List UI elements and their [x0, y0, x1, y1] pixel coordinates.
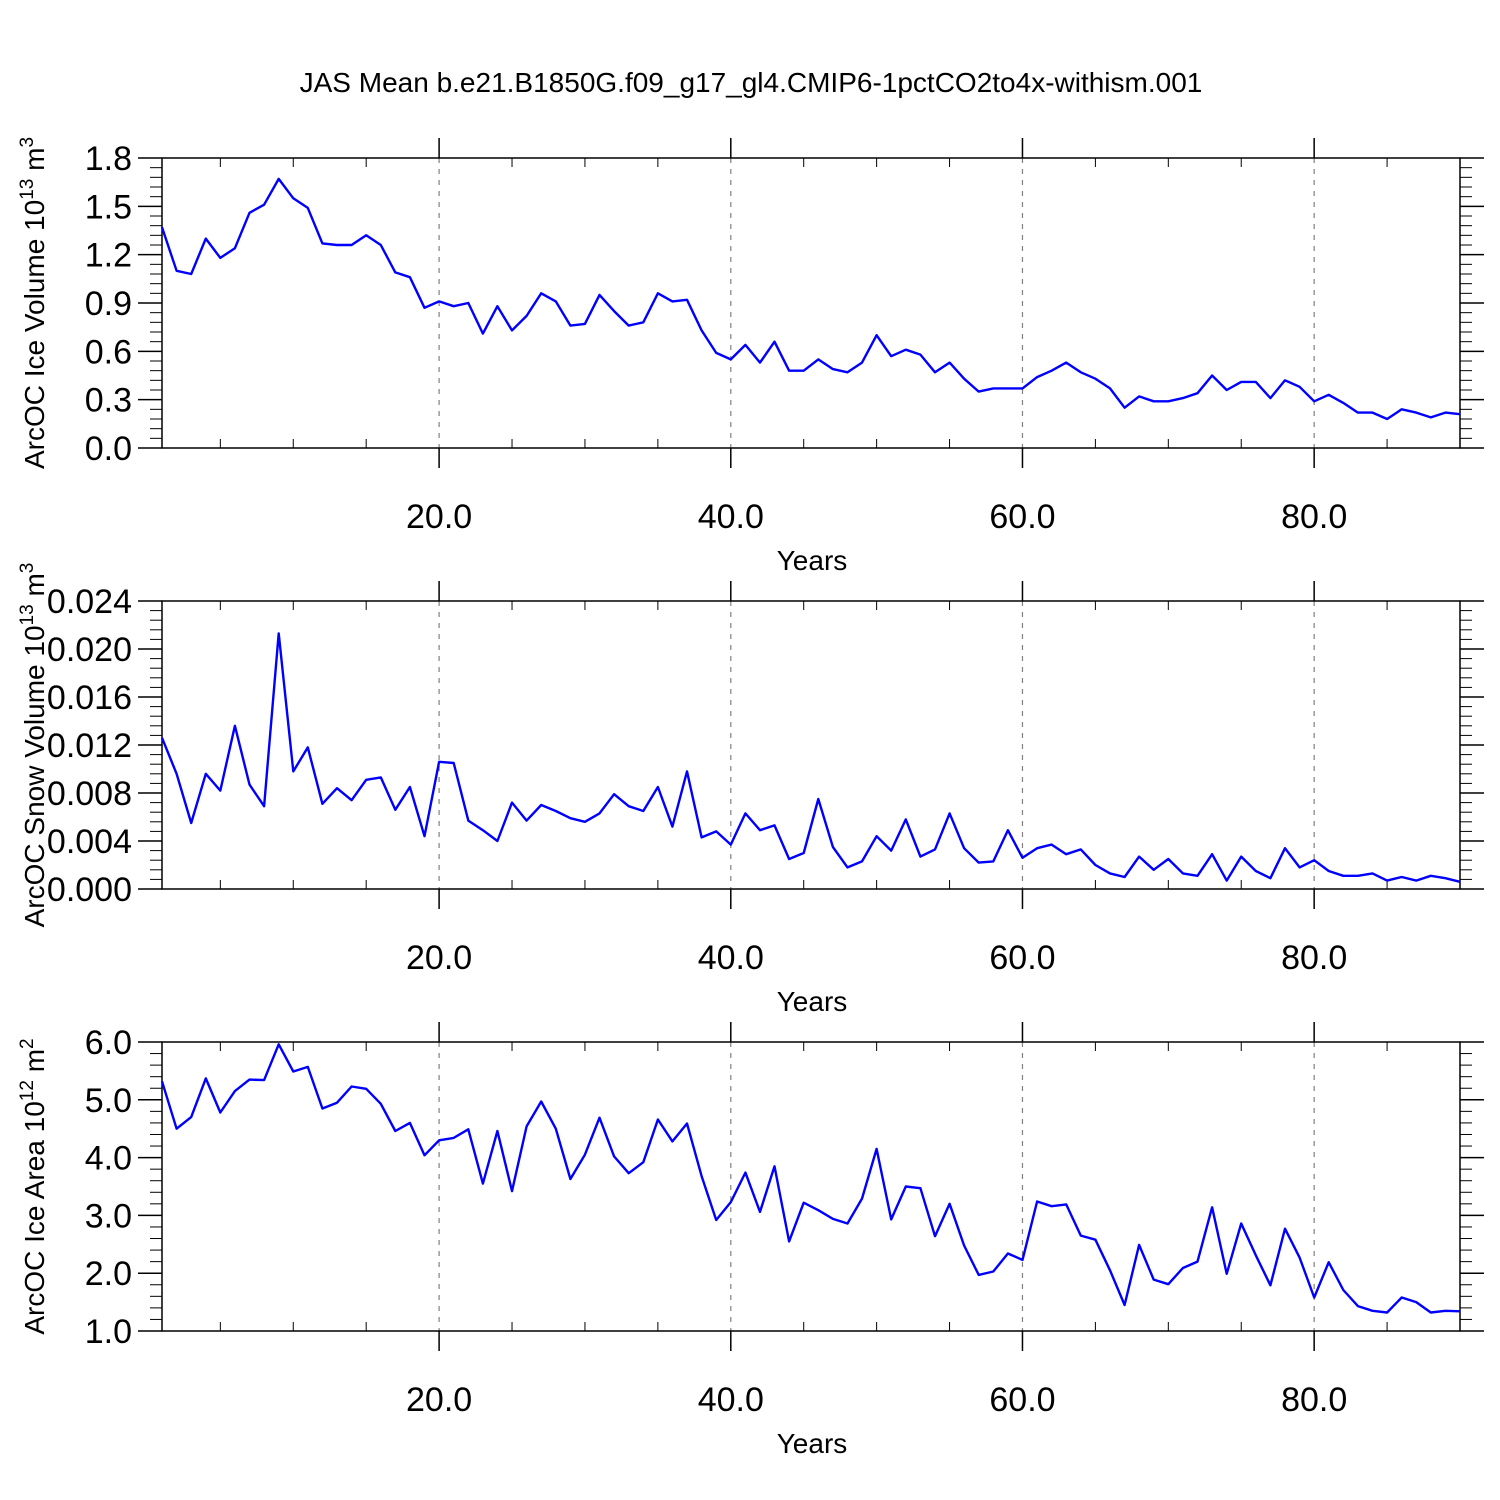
series-line — [160, 177, 1461, 421]
y-tick-label: 0.6 — [85, 333, 132, 371]
chart-panel-3: 20.0 40.0 60.0 80.0 1.0 2.0 3.0 4.0 5.0 6.0 Years A… — [17, 1022, 1484, 1459]
y-tick-label: 0.004 — [47, 823, 132, 861]
y-tick-label: 0.020 — [47, 631, 132, 669]
y-tick-label: 1.0 — [85, 1313, 132, 1351]
y-tick-label: 1.8 — [85, 140, 132, 178]
x-tick-label: 20.0 — [406, 1381, 472, 1419]
y-axis-label-unit-exponent: 2 — [17, 1038, 38, 1049]
series-line — [160, 632, 1461, 883]
x-tick-label: 80.0 — [1281, 1381, 1347, 1419]
x-tick-label: 80.0 — [1281, 939, 1347, 977]
y-axis-label-exponent: 13 — [17, 604, 38, 625]
y-tick-label: 0.012 — [47, 727, 132, 765]
y-axis-label-unit-exponent: 3 — [17, 137, 38, 148]
plot-frame — [161, 1041, 1461, 1332]
chart-panel-2: 20.0 40.0 60.0 80.0 0.000 0.004 0.008 0.012 0.01… — [17, 563, 1484, 1017]
y-axis-label-exponent: 13 — [17, 179, 38, 200]
x-tick-label: 40.0 — [698, 939, 764, 977]
y-axis-label-exponent: 12 — [17, 1080, 38, 1101]
y-axis-label-unit: m — [19, 148, 50, 179]
plot-frame — [161, 157, 1461, 449]
y-tick-label: 0.3 — [85, 382, 132, 420]
y-tick-label: 4.0 — [85, 1140, 132, 1178]
y-axis-label-text: ArcOC Ice Volume 10 — [19, 200, 50, 469]
y-axis-label-group: ArcOC Ice Volume 1013 m3 — [17, 137, 50, 469]
y-tick-label: 0.016 — [47, 679, 132, 717]
chart-panel-1: 20.0 40.0 60.0 80.0 0.0 0.3 0.6 0.9 1.2 1.5 1.8 Yea… — [17, 137, 1484, 576]
x-tick-label: 60.0 — [989, 939, 1055, 977]
y-axis-label: ArcOC Ice Area 1012 m2 — [17, 1038, 50, 1334]
y-tick-label: 3.0 — [85, 1197, 132, 1235]
y-tick-label: 0.008 — [47, 775, 132, 813]
y-tick-label: 1.2 — [85, 237, 132, 275]
y-axis-label-unit: m — [19, 573, 50, 604]
x-tick-label: 60.0 — [989, 1381, 1055, 1419]
x-tick-label: 40.0 — [698, 1381, 764, 1419]
y-tick-label: 0.000 — [47, 871, 132, 909]
y-tick-label: 0.0 — [85, 430, 132, 468]
y-axis-label-group: ArcOC Ice Area 1012 m2 — [17, 1038, 50, 1334]
x-axis-label: Years — [777, 545, 848, 576]
x-tick-label: 20.0 — [406, 939, 472, 977]
x-axis-label: Years — [777, 1428, 848, 1459]
y-axis-label: ArcOC Snow Volume 1013 m3 — [17, 563, 50, 928]
panels: 20.0 40.0 60.0 80.0 0.0 0.3 0.6 0.9 1.2 1.5 1.8 Yea… — [17, 137, 1484, 1459]
series-line — [160, 1043, 1461, 1314]
y-axis-label-text: ArcOC Snow Volume 10 — [19, 625, 50, 927]
x-tick-label: 60.0 — [989, 498, 1055, 536]
x-tick-label: 40.0 — [698, 498, 764, 536]
x-tick-label: 20.0 — [406, 498, 472, 536]
y-axis-label-text: ArcOC Ice Area 10 — [19, 1101, 50, 1334]
x-tick-label: 80.0 — [1281, 498, 1347, 536]
y-tick-label: 2.0 — [85, 1255, 132, 1293]
y-tick-label: 5.0 — [85, 1082, 132, 1120]
y-axis-label: ArcOC Ice Volume 1013 m3 — [17, 137, 50, 469]
y-tick-label: 6.0 — [85, 1024, 132, 1062]
x-axis-label: Years — [777, 986, 848, 1017]
figure-title: JAS Mean b.e21.B1850G.f09_g17_gl4.CMIP6-… — [300, 67, 1203, 98]
y-axis-label-unit-exponent: 3 — [17, 563, 38, 574]
y-axis-label-group: ArcOC Snow Volume 1013 m3 — [17, 563, 50, 928]
y-tick-label: 1.5 — [85, 188, 132, 226]
y-tick-label: 0.9 — [85, 285, 132, 323]
y-axis-label-unit: m — [19, 1049, 50, 1080]
y-tick-label: 0.024 — [47, 583, 132, 621]
plot-frame — [161, 600, 1461, 890]
